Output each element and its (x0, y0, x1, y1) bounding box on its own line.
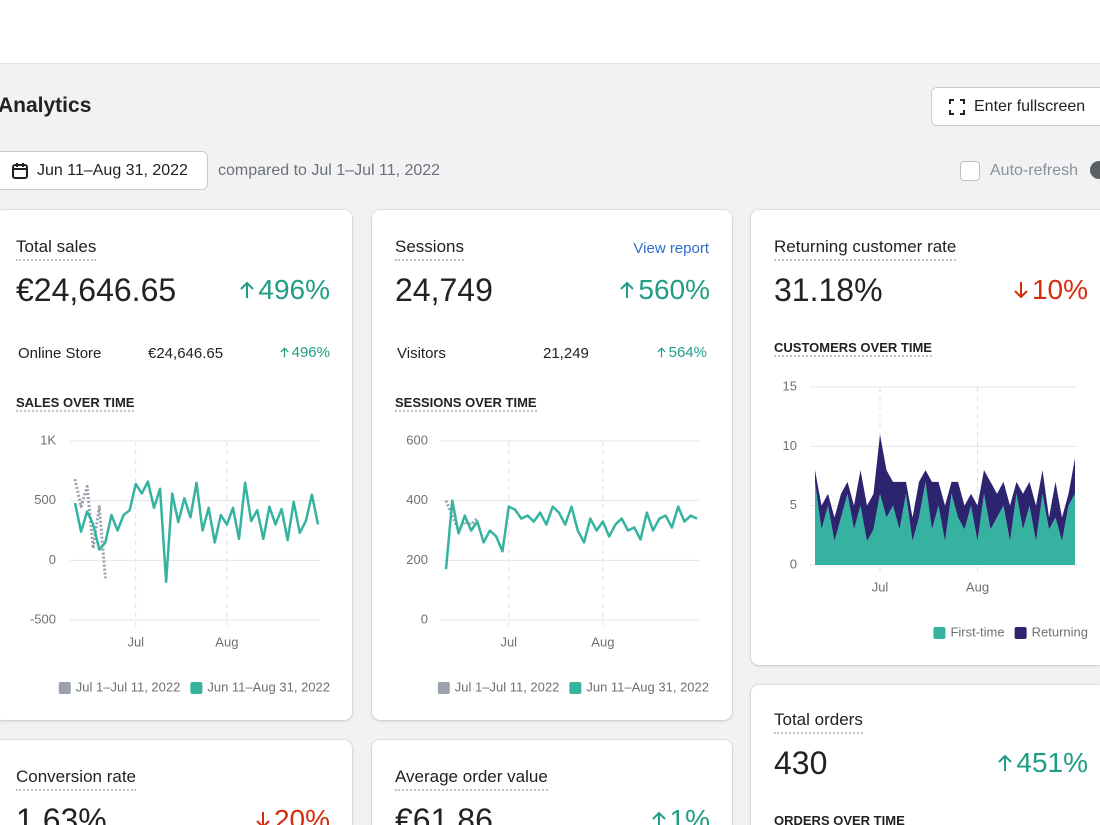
arrow-path (1014, 282, 1028, 299)
change-value: 496% (258, 274, 330, 305)
returning-rate-card: Returning customer rate 31.18% 10% CUSTO… (751, 210, 1100, 665)
breakdown-label: Online Store (18, 345, 102, 362)
aov-card: Average order value €61.86 1% (372, 740, 732, 825)
card-change: 496% (238, 274, 330, 306)
fullscreen-button[interactable]: Enter fullscreen (931, 87, 1100, 126)
breakdown-change: 496% (279, 344, 330, 361)
arrow-path (280, 347, 289, 358)
card-title: Returning customer rate (774, 237, 957, 261)
total-orders-card: Total orders 430 451% ORDERS OVER TIME (751, 685, 1100, 825)
change-value: 10% (1031, 274, 1088, 305)
change-value: 564% (668, 344, 707, 361)
card-change: 10% (1012, 274, 1088, 306)
card-value: 31.18% (774, 272, 883, 308)
arrow-up-icon (998, 754, 1013, 771)
calendar-icon (12, 162, 28, 179)
breakdown-value: €24,646.65 (148, 345, 224, 362)
arrow-path (620, 281, 635, 298)
arrow-path (240, 281, 255, 298)
change-value: 1% (669, 804, 710, 825)
date-range-button[interactable]: Jun 11–Aug 31, 2022 (0, 151, 208, 190)
fullscreen-label: Enter fullscreen (974, 97, 1086, 115)
change-value: 560% (638, 274, 710, 305)
fullscreen-icon (949, 98, 965, 115)
sessions-card: Sessions View report 24,749 560% Visitor… (372, 210, 732, 720)
conversion-card: Conversion rate 1.63% 20% (0, 740, 352, 825)
arrow-path (651, 811, 666, 825)
card-change: 451% (996, 747, 1088, 779)
arrow-path (998, 754, 1013, 771)
breakdown-change: 564% (656, 344, 707, 361)
breakdown-value: 21,249 (543, 345, 589, 362)
card-value: €24,646.65 (16, 272, 177, 308)
card-change: 560% (618, 274, 710, 306)
chart-title: CUSTOMERS OVER TIME (774, 340, 932, 357)
breakdown-label: Visitors (397, 345, 446, 362)
card-title: Conversion rate (16, 767, 137, 791)
arrow-up-icon (657, 347, 666, 358)
card-value: 1.63% (16, 802, 107, 825)
view-report-link[interactable]: View report (633, 240, 709, 257)
arrow-up-icon (240, 281, 255, 298)
date-range-label: Jun 11–Aug 31, 2022 (37, 161, 188, 179)
card-title: Average order value (395, 767, 548, 791)
arrow-down-icon (1014, 282, 1028, 299)
change-value: 20% (273, 804, 330, 825)
change-value: 496% (291, 344, 330, 361)
card-title: Sessions (395, 237, 464, 261)
comparison-text: compared to Jul 1–Jul 11, 2022 (218, 162, 441, 179)
card-change: 20% (254, 804, 330, 825)
help-icon[interactable] (1090, 161, 1100, 179)
arrow-path (256, 812, 270, 825)
card-value: €61.86 (395, 802, 493, 825)
auto-refresh-label: Auto-refresh (990, 162, 1079, 179)
card-value: 24,749 (395, 272, 493, 308)
chart-title: ORDERS OVER TIME (774, 813, 905, 825)
auto-refresh-checkbox[interactable] (960, 161, 980, 181)
arrow-up-icon (651, 811, 666, 825)
chart-title: SESSIONS OVER TIME (395, 395, 537, 412)
change-value: 451% (1016, 747, 1088, 778)
chart-title: SALES OVER TIME (16, 395, 135, 412)
arrow-path (657, 347, 666, 358)
arrow-up-icon (620, 281, 635, 298)
arrow-up-icon (280, 347, 289, 358)
page-title: Analytics (0, 94, 92, 117)
card-title: Total sales (16, 237, 97, 261)
top-bar (0, 0, 1100, 64)
arrow-down-icon (256, 812, 270, 825)
total-sales-card: Total sales €24,646.65 496% Online Store… (0, 210, 352, 720)
card-title: Total orders (774, 710, 863, 734)
card-change: 1% (650, 804, 710, 825)
card-value: 430 (774, 745, 828, 781)
